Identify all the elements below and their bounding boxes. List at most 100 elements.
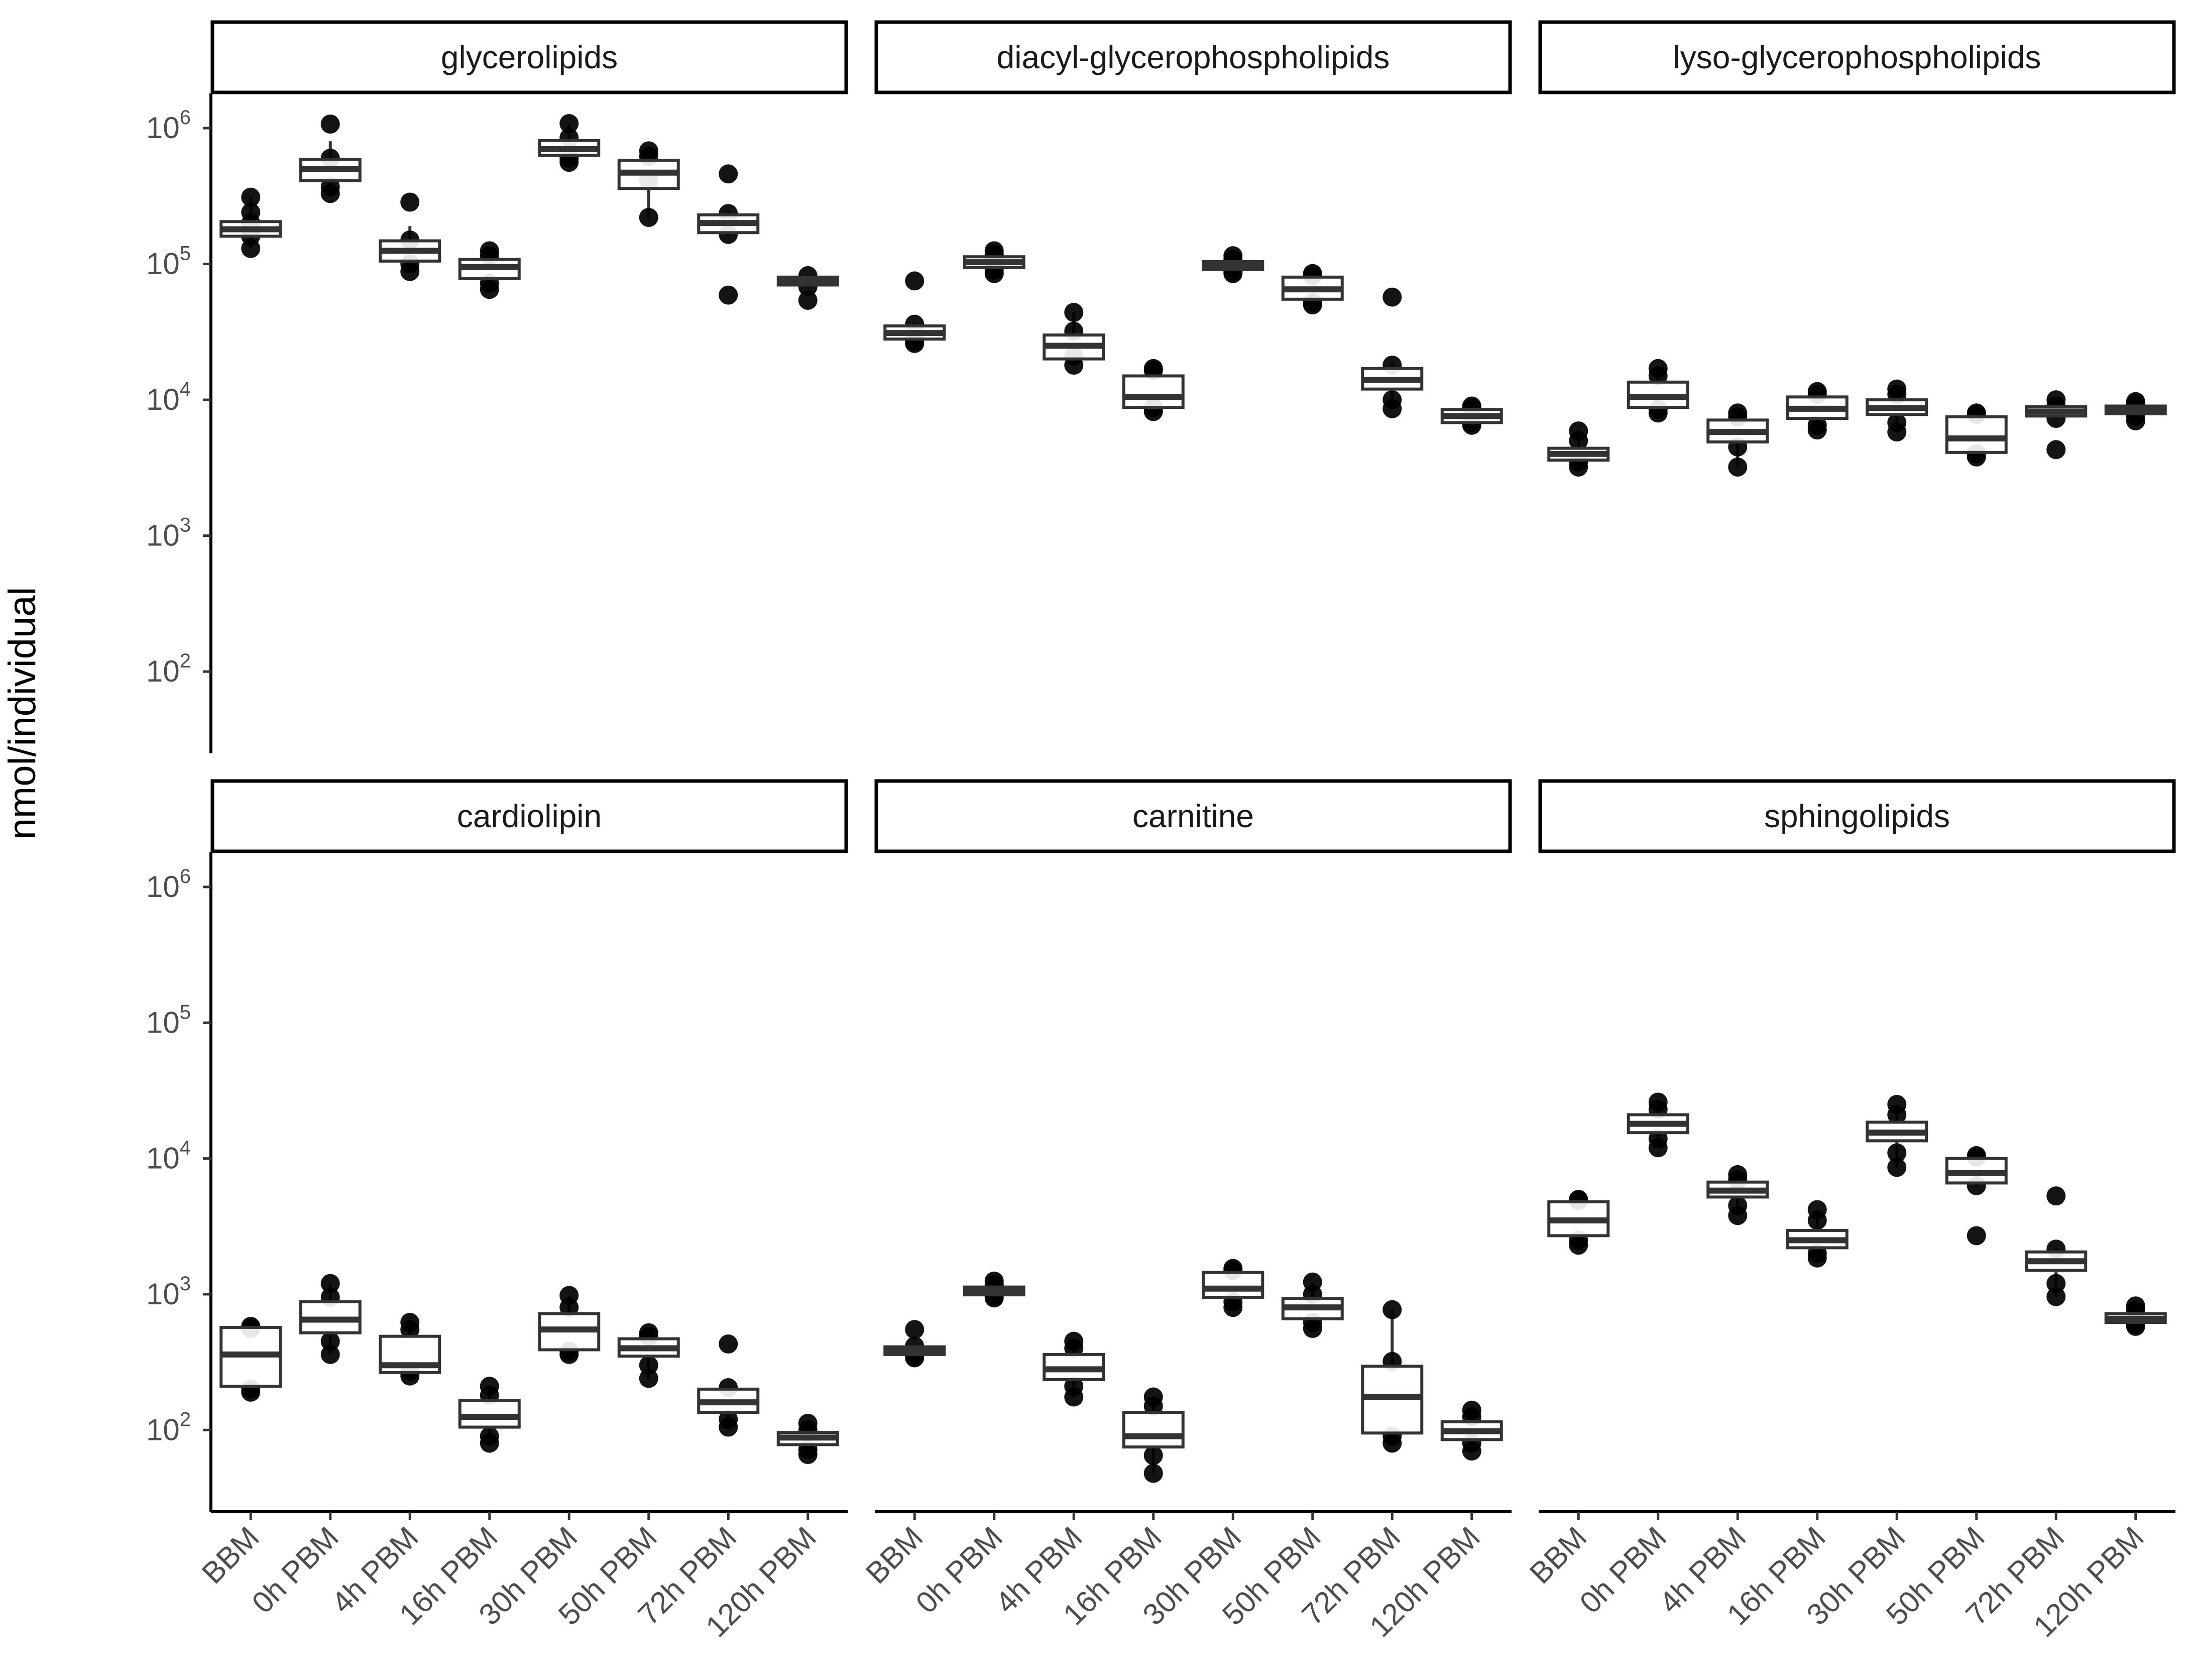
data-point (719, 285, 738, 305)
box-50h PBM (1945, 1146, 2008, 1246)
box-50h PBM (617, 1323, 680, 1388)
y-tick-exponent: 3 (180, 1273, 191, 1295)
data-point (1887, 379, 1907, 399)
y-tick-label: 105 (146, 243, 191, 281)
data-point (719, 1409, 738, 1429)
data-point (1728, 1196, 1748, 1215)
facet-strip (874, 779, 1512, 853)
box-4h PBM (1706, 1165, 1769, 1225)
data-point (1064, 1377, 1084, 1396)
box-120h PBM (776, 266, 839, 310)
y-tick-label: 104 (146, 1137, 191, 1175)
box-120h PBM (2104, 1296, 2167, 1336)
data-point (1728, 457, 1748, 477)
box-4h PBM (379, 1313, 441, 1386)
y-axis-title: nmol/individual (1, 587, 44, 840)
y-tick-exponent: 3 (180, 514, 191, 536)
box-50h PBM (617, 141, 680, 227)
box-BBM (219, 187, 282, 258)
box-4h PBM (379, 192, 441, 281)
y-tick-exponent: 2 (180, 1408, 191, 1430)
box-0h PBM (1627, 359, 1689, 423)
box-BBM (1547, 421, 1610, 477)
data-point (480, 241, 499, 261)
data-point (241, 202, 261, 222)
box-72h PBM (1361, 287, 1424, 418)
box-0h PBM (963, 241, 1025, 283)
box-0h PBM (1627, 1092, 1689, 1158)
data-point (320, 1331, 340, 1351)
y-tick-base: 10 (146, 1277, 180, 1311)
box-BBM (883, 1320, 946, 1368)
data-point (2046, 440, 2066, 460)
box-4h PBM (1706, 403, 1769, 477)
data-point (1382, 390, 1402, 410)
data-point (905, 271, 925, 291)
data-point (480, 1426, 499, 1446)
facet-strip (1538, 20, 2176, 94)
data-point (1887, 413, 1907, 432)
data-point (480, 1377, 499, 1396)
y-tick-exponent: 4 (180, 378, 191, 400)
facet-strip-label: sphingolipids (1764, 798, 1950, 834)
y-tick-base: 10 (146, 247, 180, 281)
box-16h PBM (1122, 1387, 1185, 1483)
box-16h PBM (1786, 382, 1849, 440)
data-point (639, 1356, 658, 1375)
y-tick-exponent: 5 (180, 1001, 191, 1023)
facet-strip-label: glycerolipids (441, 39, 618, 75)
y-tick-base: 10 (146, 870, 180, 904)
box-0h PBM (963, 1271, 1025, 1308)
box-iqr (1202, 1271, 1264, 1299)
box-30h PBM (1202, 1259, 1264, 1317)
box-30h PBM (1202, 246, 1264, 283)
facet-strip-label: diacyl-glycerophospholipids (997, 39, 1390, 75)
box-iqr (458, 1399, 521, 1429)
box-16h PBM (458, 1377, 521, 1453)
box-0h PBM (299, 1274, 362, 1364)
data-point (400, 192, 420, 212)
data-point (400, 1313, 420, 1332)
box-BBM (219, 1316, 282, 1402)
data-point (1967, 1226, 1986, 1246)
y-tick-base: 10 (146, 383, 180, 416)
facet-strip (874, 20, 1512, 94)
data-point (1887, 1158, 1907, 1177)
y-tick-label: 103 (146, 1273, 191, 1311)
box-4h PBM (1043, 303, 1105, 375)
data-point (719, 164, 738, 184)
y-tick-label: 105 (146, 1001, 191, 1039)
data-point (2046, 1274, 2066, 1293)
y-tick-base: 10 (146, 1413, 180, 1446)
data-point (2046, 1186, 2066, 1206)
box-16h PBM (1122, 359, 1185, 421)
data-point (905, 1320, 925, 1339)
facet-strip (210, 20, 848, 94)
box-iqr (1122, 1411, 1185, 1449)
data-point (1807, 415, 1827, 435)
data-point (1807, 1200, 1827, 1219)
data-point (798, 290, 818, 310)
data-point (1648, 359, 1668, 378)
data-point (2046, 1287, 2066, 1306)
box-72h PBM (2025, 390, 2088, 460)
y-tick-exponent: 6 (180, 106, 191, 129)
data-point (1648, 1092, 1668, 1112)
data-point (1382, 1300, 1402, 1319)
y-tick-label: 102 (146, 1408, 191, 1446)
data-point (2126, 1296, 2145, 1316)
data-point (320, 115, 340, 134)
data-point (1143, 1445, 1163, 1465)
facet-panel-lyso-glycerophospholipids: lyso-glycerophospholipids (1538, 20, 2176, 477)
y-tick-base: 10 (146, 111, 180, 145)
y-tick-label: 103 (146, 514, 191, 552)
box-50h PBM (1281, 1272, 1344, 1338)
data-point (719, 1334, 738, 1354)
data-point (1887, 1143, 1907, 1163)
data-point (320, 1274, 340, 1293)
y-tick-label: 102 (146, 650, 191, 688)
box-50h PBM (1945, 403, 2008, 467)
box-72h PBM (697, 164, 760, 305)
